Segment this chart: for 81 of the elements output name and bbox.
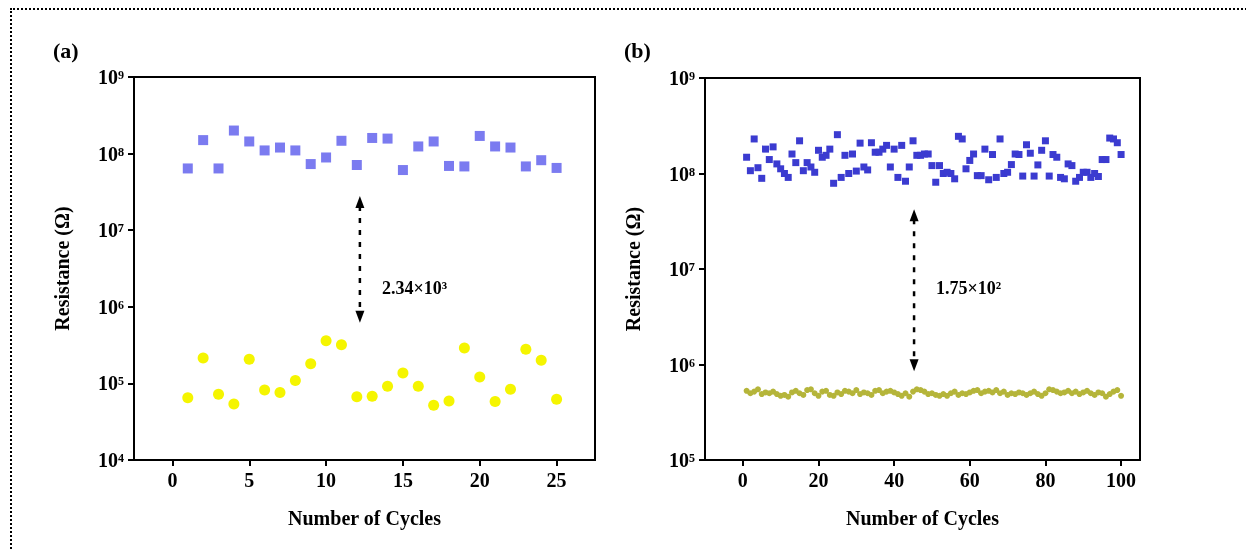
y-tick-label: 10⁹ [98,66,124,88]
point [351,391,363,403]
y-tick-label: 10⁵ [98,372,124,395]
point [198,135,209,146]
annotation: 2.34×10³ [381,277,448,298]
point [228,398,240,410]
chart-title: (b) [624,37,651,63]
x-tick-label: 0 [167,469,178,491]
point [474,371,486,383]
x-tick-label: 0 [737,469,748,491]
y-axis-title: Resistance (Ω) [51,206,74,331]
y-tick-label: 10⁷ [98,219,124,242]
y-tick-label: 10⁸ [98,142,124,165]
point [397,367,409,379]
point [274,387,286,399]
point [305,159,316,170]
point [428,399,440,411]
point [459,161,470,172]
point [458,342,470,354]
x-tick-label: 25 [546,469,567,491]
point [551,393,563,405]
point [289,375,301,387]
point [213,163,224,174]
x-tick-label: 20 [469,469,490,491]
point [428,136,439,147]
x-axis-title: Number of Cycles [288,507,442,530]
point [382,133,393,144]
x-axis-title: Number of Cycles [846,507,1000,530]
x-tick-label: 10 [316,469,337,491]
point [505,142,516,153]
x-tick-label: 80 [1035,469,1056,491]
x-tick-label: 20 [808,469,829,491]
point [182,392,194,404]
y-tick-label: 10⁵ [669,449,695,471]
x-tick-label: 40 [884,469,905,491]
point [320,335,332,347]
point [489,396,501,408]
point [274,142,285,153]
point [335,339,347,351]
y-tick-label: 10⁷ [669,258,695,280]
point [197,352,209,364]
point [490,141,501,152]
y-axis-title: Resistance (Ω) [622,206,645,332]
point [474,130,485,141]
point [213,388,225,400]
point [443,395,455,407]
y-tick-label: 10⁶ [98,295,124,318]
point [290,145,301,156]
point [182,163,193,174]
y-tick-label: 10⁶ [669,353,695,376]
point [382,380,394,392]
point [536,155,547,166]
x-tick-label: 100 [1106,469,1137,491]
y-tick-label: 10⁴ [98,449,124,471]
y-tick-label: 10⁸ [669,162,695,185]
point [444,160,455,171]
point [351,159,362,170]
point [243,353,255,365]
annotation: 1.75×10² [936,278,1002,299]
y-tick-label: 10⁹ [669,67,695,89]
point [259,384,271,396]
chart-title: (a) [53,37,79,63]
point [305,358,317,370]
point [244,136,255,147]
point [551,162,562,173]
point [336,135,347,146]
point [366,390,378,402]
x-tick-label: 15 [392,469,413,491]
x-tick-label: 60 [959,469,980,491]
x-tick-label: 5 [244,469,255,491]
point [367,132,378,143]
point [504,383,516,395]
point [520,343,532,355]
point [412,380,424,392]
point [228,125,239,136]
point [520,161,531,172]
point [397,165,408,176]
point [259,145,270,156]
point [413,141,424,152]
point [321,152,332,163]
point [535,354,547,366]
